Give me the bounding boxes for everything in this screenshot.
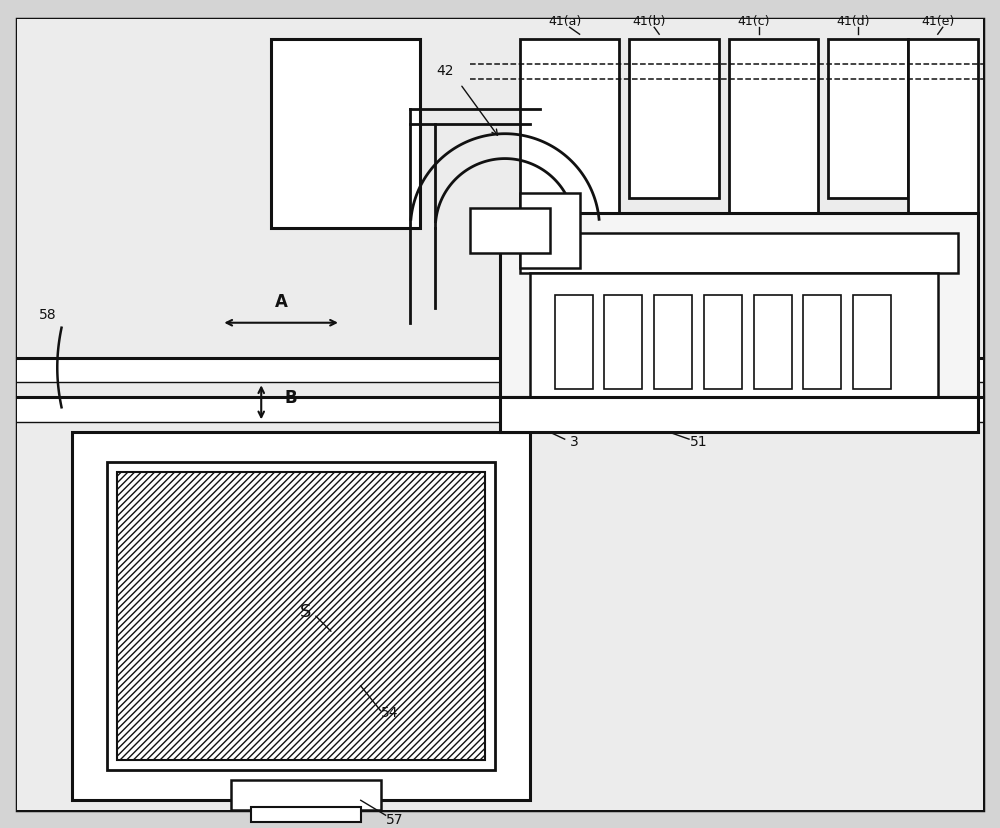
Bar bbox=[520, 40, 619, 229]
Text: 41(d): 41(d) bbox=[836, 15, 870, 28]
Bar bbox=[520, 194, 580, 269]
Bar bbox=[604, 296, 642, 390]
Text: 41(c): 41(c) bbox=[737, 15, 770, 28]
Text: B: B bbox=[285, 389, 297, 407]
Text: 3: 3 bbox=[570, 435, 579, 449]
Bar bbox=[17, 20, 983, 398]
Bar bbox=[654, 296, 692, 390]
Bar bbox=[555, 296, 593, 390]
Bar bbox=[72, 433, 530, 801]
Text: 57: 57 bbox=[386, 812, 403, 826]
Bar bbox=[853, 296, 891, 390]
Bar bbox=[17, 398, 983, 811]
Bar bbox=[107, 463, 495, 771]
Text: 41(e): 41(e) bbox=[921, 15, 954, 28]
Bar bbox=[828, 40, 908, 199]
Text: 42: 42 bbox=[437, 64, 454, 78]
Bar bbox=[17, 398, 983, 423]
Bar bbox=[803, 296, 841, 390]
Bar bbox=[17, 359, 983, 383]
Bar bbox=[271, 40, 420, 229]
Text: 54: 54 bbox=[381, 705, 398, 719]
Text: 51: 51 bbox=[690, 435, 708, 449]
Text: 58: 58 bbox=[39, 307, 56, 321]
Bar bbox=[500, 398, 978, 433]
Text: S: S bbox=[300, 603, 312, 620]
Bar bbox=[470, 209, 550, 254]
Bar bbox=[500, 214, 978, 398]
Bar bbox=[251, 807, 361, 822]
Bar bbox=[520, 234, 958, 274]
Text: A: A bbox=[275, 292, 288, 310]
Bar bbox=[729, 40, 818, 229]
Bar bbox=[530, 274, 938, 398]
Text: 41(a): 41(a) bbox=[548, 15, 581, 28]
Bar bbox=[231, 781, 381, 811]
Bar bbox=[908, 40, 978, 229]
Bar bbox=[704, 296, 742, 390]
Text: 41(b): 41(b) bbox=[633, 15, 666, 28]
Bar bbox=[754, 296, 792, 390]
Bar bbox=[117, 473, 485, 761]
Bar bbox=[629, 40, 719, 199]
